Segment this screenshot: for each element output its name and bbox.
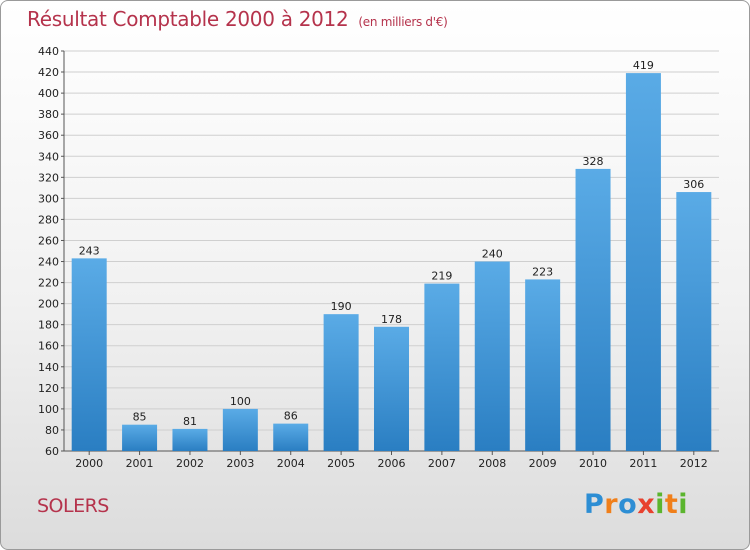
value-label-2002: 81 <box>183 415 197 428</box>
value-label-2009: 223 <box>532 265 553 278</box>
value-label-2001: 85 <box>133 411 147 424</box>
x-tick-label-2000: 2000 <box>75 457 103 470</box>
chart-title: Résultat Comptable 2000 à 2012 (en millie… <box>27 7 448 31</box>
x-tick-label-2008: 2008 <box>478 457 506 470</box>
y-tick-label: 140 <box>38 361 59 374</box>
x-tick-label-2002: 2002 <box>176 457 204 470</box>
value-label-2012: 306 <box>683 178 704 191</box>
bar-2004 <box>273 423 309 451</box>
value-label-2010: 328 <box>583 155 604 168</box>
chart-subtitle: (en milliers d'€) <box>358 15 448 29</box>
y-tick-label: 100 <box>38 403 59 416</box>
x-tick-label-2009: 2009 <box>529 457 557 470</box>
y-tick-label: 200 <box>38 298 59 311</box>
value-labels: 243 85 81 100 86 190 178 219 240 223 328 419 306 <box>79 59 705 428</box>
bar-2009 <box>525 279 561 451</box>
y-tick-label: 80 <box>45 424 59 437</box>
y-tick-label: 300 <box>38 192 59 205</box>
axes: 60 80 100 120 140 160 180 200 220 240 260 280 300 320… <box>38 45 719 470</box>
logo-letter: o <box>618 489 638 520</box>
bar-2010 <box>575 168 611 452</box>
x-tick-label-2006: 2006 <box>378 457 406 470</box>
y-tick-label: 180 <box>38 319 59 332</box>
bar-2006 <box>374 326 409 451</box>
logo-letter: x <box>637 489 656 520</box>
value-label-2006: 178 <box>381 313 402 326</box>
bar-2008 <box>474 261 510 451</box>
y-tick-label: 280 <box>38 213 59 226</box>
bar-2011 <box>625 73 661 452</box>
logo-letter: i <box>678 489 689 520</box>
value-label-2011: 419 <box>633 59 654 72</box>
y-tick-label: 320 <box>38 171 59 184</box>
bar-2012 <box>676 192 712 452</box>
x-tick-label-2005: 2005 <box>327 457 355 470</box>
value-label-2000: 243 <box>79 244 100 257</box>
y-tick-label: 380 <box>38 108 59 121</box>
y-tick-label: 160 <box>38 340 59 353</box>
y-tick-label: 340 <box>38 150 59 163</box>
value-label-2007: 219 <box>431 270 452 283</box>
place-name: SOLERS <box>37 495 109 517</box>
chart-title-text: Résultat Comptable 2000 à 2012 <box>27 7 349 31</box>
x-tick-label-2010: 2010 <box>579 457 607 470</box>
bars <box>71 73 712 452</box>
y-tick-label: 240 <box>38 256 59 269</box>
value-label-2003: 100 <box>230 395 251 408</box>
bar-2003 <box>222 408 258 451</box>
y-tick-label: 440 <box>38 45 59 58</box>
x-tick-label-2007: 2007 <box>428 457 456 470</box>
y-tick-label: 420 <box>38 66 59 79</box>
x-tick-label-2003: 2003 <box>226 457 254 470</box>
y-tick-label: 220 <box>38 277 59 290</box>
y-tick-label: 360 <box>38 129 59 142</box>
bar-2001 <box>122 424 158 451</box>
x-tick-label-2011: 2011 <box>629 457 657 470</box>
logo-letter: r <box>604 489 619 520</box>
y-tick-label: 60 <box>45 445 59 458</box>
y-tick-label: 120 <box>38 382 59 395</box>
bar-2007 <box>424 283 460 451</box>
bar-2000 <box>71 258 107 451</box>
bar-2002 <box>172 428 208 451</box>
y-tick-label: 260 <box>38 234 59 247</box>
x-tick-label-2012: 2012 <box>680 457 708 470</box>
value-label-2004: 86 <box>284 410 298 423</box>
value-label-2005: 190 <box>331 300 352 313</box>
value-label-2008: 240 <box>482 248 503 261</box>
logo-letter: P <box>584 489 605 520</box>
y-tick-label: 400 <box>38 87 59 100</box>
x-tick-label-2004: 2004 <box>277 457 305 470</box>
logo-letter: i <box>655 489 665 520</box>
bar-2005 <box>323 314 359 451</box>
proxiti-logo: Proxiti <box>584 489 688 520</box>
logo-letter: t <box>664 489 679 520</box>
x-tick-label-2001: 2001 <box>126 457 154 470</box>
